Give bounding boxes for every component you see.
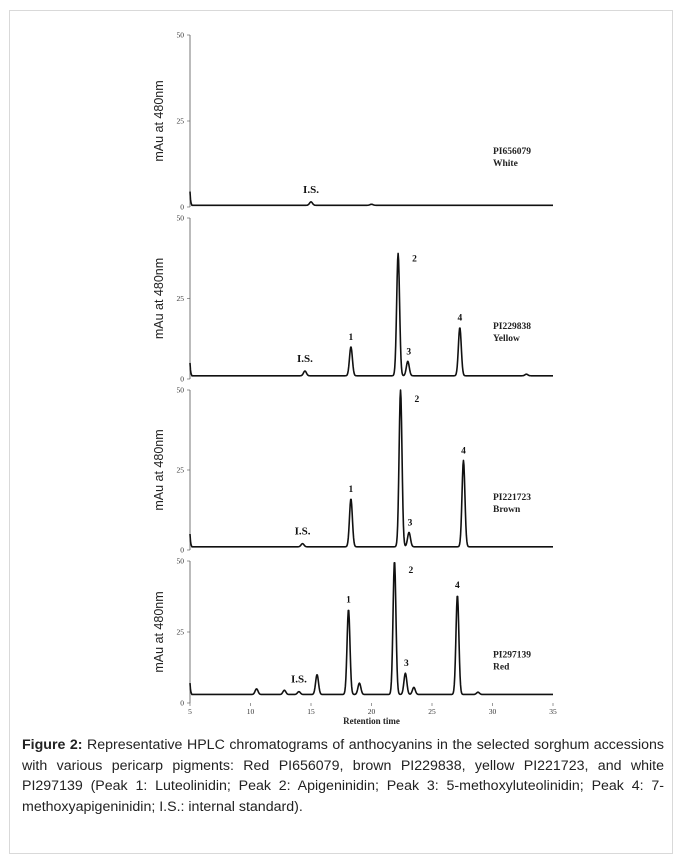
- x-tick-label: 35: [549, 707, 557, 716]
- panel-2-chromatogram-trace: [189, 252, 554, 377]
- panel-3-chromatogram-trace: [189, 389, 554, 548]
- peak-label-4: 4: [455, 581, 460, 591]
- x-tick-label: 20: [368, 707, 376, 716]
- panel-1-pigment-label: White: [493, 159, 518, 169]
- panel-2-accession-label: PI229838: [493, 322, 531, 332]
- panel-2-y-tick-label: 25: [177, 294, 185, 303]
- panel-2-y-tick-label: 50: [177, 214, 185, 223]
- x-axis-label: Retention time: [343, 716, 400, 726]
- peak-label-internal-standard: I.S.: [295, 526, 311, 538]
- panel-2-pigment-label: Yellow: [493, 334, 520, 344]
- panel-1-y-axis-label: mAu at 480nm: [152, 80, 166, 161]
- peak-label-internal-standard: I.S.: [303, 184, 319, 196]
- panel-4-accession-label: PI297139: [493, 651, 531, 661]
- peak-label-1: 1: [349, 333, 354, 343]
- panel-3-y-tick-label: 25: [177, 466, 185, 475]
- peak-label-3: 3: [408, 518, 413, 528]
- panel-3-y-tick-label: 0: [180, 546, 184, 555]
- panel-1-y-tick-label: 25: [177, 117, 185, 126]
- panel-4-y-tick-label: 50: [177, 557, 185, 566]
- panel-3-y-axis-label: mAu at 480nm: [152, 429, 166, 510]
- peak-label-4: 4: [461, 446, 466, 456]
- x-tick-label: 15: [307, 707, 315, 716]
- x-tick-label: 5: [188, 707, 192, 716]
- x-tick-label: 25: [428, 707, 436, 716]
- panel-2-y-axis-label: mAu at 480nm: [152, 258, 166, 339]
- caption-label: Figure 2:: [22, 737, 83, 753]
- panel-1-y-tick-label: 0: [180, 203, 184, 212]
- caption-text: Representative HPLC chromatograms of ant…: [22, 737, 664, 815]
- figure-frame: [9, 10, 673, 854]
- panel-3-y-tick-label: 50: [177, 386, 185, 395]
- panel-1-chromatogram-trace: [189, 191, 554, 207]
- x-tick-label: 30: [489, 707, 497, 716]
- peak-label-internal-standard: I.S.: [291, 674, 307, 686]
- panel-3-pigment-label: Brown: [493, 505, 521, 515]
- x-tick-label: 10: [247, 707, 255, 716]
- panel-4-pigment-label: Red: [493, 663, 510, 673]
- panel-1-y-tick-label: 50: [177, 31, 185, 40]
- panel-2-y-tick-label: 0: [180, 375, 184, 384]
- peak-label-4: 4: [457, 313, 462, 323]
- peak-label-2: 2: [412, 254, 417, 264]
- peak-label-2: 2: [408, 566, 413, 576]
- peak-label-3: 3: [404, 659, 409, 669]
- peak-label-internal-standard: I.S.: [297, 353, 313, 365]
- panel-1-accession-label: PI656079: [493, 147, 531, 157]
- panel-4-y-axis-label: mAu at 480nm: [152, 591, 166, 672]
- figure-caption: Figure 2: Representative HPLC chromatogr…: [22, 735, 664, 817]
- panel-3-accession-label: PI221723: [493, 493, 531, 503]
- peak-label-1: 1: [349, 485, 354, 495]
- peak-label-1: 1: [346, 595, 351, 605]
- panel-4-chromatogram-trace: [189, 562, 554, 696]
- panel-4-y-tick-label: 0: [180, 699, 184, 708]
- panel-4-y-tick-label: 25: [177, 628, 185, 637]
- peak-label-2: 2: [415, 395, 420, 405]
- peak-label-3: 3: [406, 347, 411, 357]
